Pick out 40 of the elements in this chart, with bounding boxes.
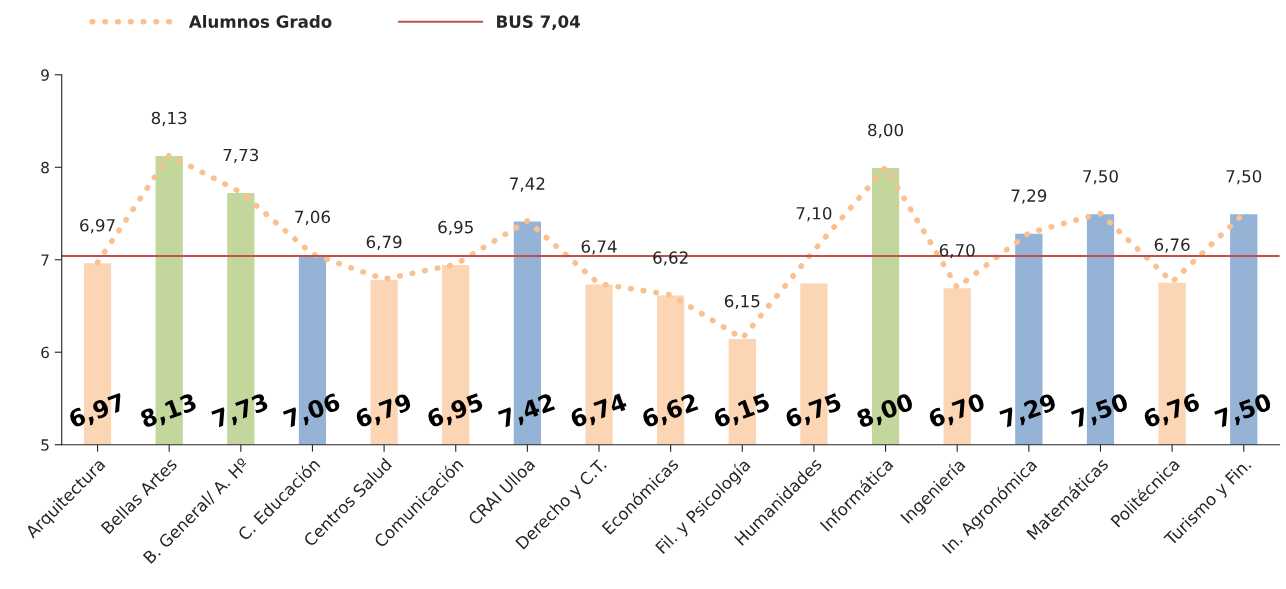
data-label: 7,73 <box>223 148 259 163</box>
legend-label: Alumnos Grado <box>188 15 332 28</box>
y-tick-label: 8 <box>41 161 49 174</box>
data-label: 6,74 <box>581 240 617 255</box>
data-label: 6,15 <box>712 392 772 432</box>
data-label: 6,76 <box>1142 392 1202 432</box>
y-tick-label: 7 <box>41 254 49 266</box>
data-label: 6,95 <box>425 392 485 432</box>
data-label: 6,75 <box>784 392 844 432</box>
y-tick-label: 5 <box>41 439 49 451</box>
data-label: 7,42 <box>497 392 557 432</box>
data-label: 6,97 <box>80 218 115 234</box>
data-label: 7,29 <box>999 392 1059 432</box>
data-label: 7,50 <box>1214 392 1274 432</box>
data-label: 7,42 <box>510 177 545 192</box>
data-label: 7,50 <box>1083 169 1118 185</box>
data-label: 8,13 <box>151 111 187 126</box>
legend-label: BUS 7,04 <box>497 15 580 31</box>
data-label: 8,00 <box>855 392 916 432</box>
data-label: 6,79 <box>354 392 414 432</box>
data-label: 7,06 <box>295 210 330 225</box>
data-label: 6,70 <box>939 243 975 259</box>
y-tick-label: 6 <box>41 346 49 359</box>
data-label: 7,73 <box>211 392 270 432</box>
data-label: 7,29 <box>1011 189 1047 204</box>
data-label: 6,79 <box>366 235 402 250</box>
data-label: 7,06 <box>282 392 343 432</box>
data-label: 6,70 <box>927 392 987 432</box>
data-label: 6,62 <box>640 392 700 432</box>
data-label: 7,10 <box>796 206 832 222</box>
y-tick-label: 9 <box>41 69 49 81</box>
data-label: 6,95 <box>438 220 473 236</box>
data-label: 7,50 <box>1070 392 1131 432</box>
data-label: 6,97 <box>67 392 127 432</box>
data-label: 6,74 <box>569 392 629 432</box>
data-label: 6,76 <box>1154 238 1190 253</box>
data-label: 7,50 <box>1226 169 1262 185</box>
data-label: 6,15 <box>724 294 760 310</box>
data-label: 8,13 <box>139 392 199 432</box>
data-label: 8,00 <box>868 123 904 139</box>
